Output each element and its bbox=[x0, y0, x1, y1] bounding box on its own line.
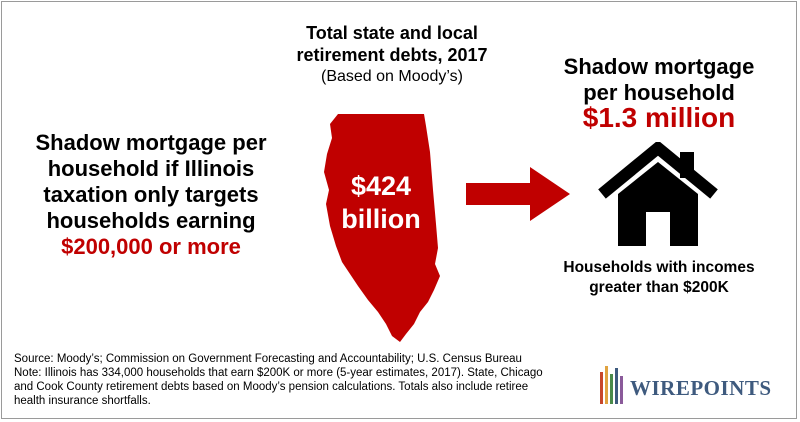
state-debt-amount-value: $424 bbox=[350, 171, 412, 201]
household-mortgage-amount: $1.3 million bbox=[582, 102, 736, 133]
center-title-line-1: Total state and local bbox=[306, 23, 478, 43]
left-line-1: Shadow mortgage per bbox=[35, 130, 267, 155]
left-line-4: households earning bbox=[46, 208, 256, 233]
wirepoints-logo-mark-icon bbox=[600, 366, 623, 404]
right-arrow-icon bbox=[466, 167, 570, 221]
caption-line-2: greater than $200K bbox=[589, 279, 729, 296]
wirepoints-logo-text: WIREPOINTS bbox=[630, 376, 772, 400]
note-line-1: Note: Illinois has 334,000 households th… bbox=[14, 367, 543, 379]
note-line-2: and Cook County retirement debts based o… bbox=[14, 381, 529, 393]
source-note: Source: Moody’s; Commission on Governmen… bbox=[14, 353, 522, 365]
left-line-3: taxation only targets bbox=[43, 182, 259, 207]
household-income-caption: Households with incomes greater than $20… bbox=[550, 258, 768, 298]
left-line-2: household if Illinois bbox=[47, 156, 255, 181]
right-title-line-2: per household bbox=[583, 80, 735, 105]
center-title-line-2: retirement debts, 2017 bbox=[296, 45, 488, 65]
right-title-line-1: Shadow mortgage bbox=[563, 54, 755, 79]
caption-line-1: Households with incomes bbox=[563, 259, 755, 276]
center-title: Total state and local retirement debts, … bbox=[274, 22, 510, 88]
center-subtitle: (Based on Moody’s) bbox=[321, 68, 463, 85]
left-shadow-mortgage-text: Shadow mortgage per household if Illinoi… bbox=[20, 130, 282, 260]
wirepoints-logo: WIREPOINTS bbox=[600, 364, 790, 404]
state-debt-amount-unit: billion bbox=[341, 204, 421, 234]
note-line-3: health insurance shortfalls. bbox=[14, 395, 151, 407]
right-title: Shadow mortgage per household bbox=[550, 54, 768, 106]
footer-notes: Source: Moody’s; Commission on Governmen… bbox=[14, 352, 584, 408]
state-debt-amount: $424 billion bbox=[320, 170, 442, 236]
house-icon bbox=[598, 142, 718, 246]
income-threshold-highlight: $200,000 or more bbox=[61, 234, 241, 259]
illinois-map-icon bbox=[324, 114, 440, 342]
